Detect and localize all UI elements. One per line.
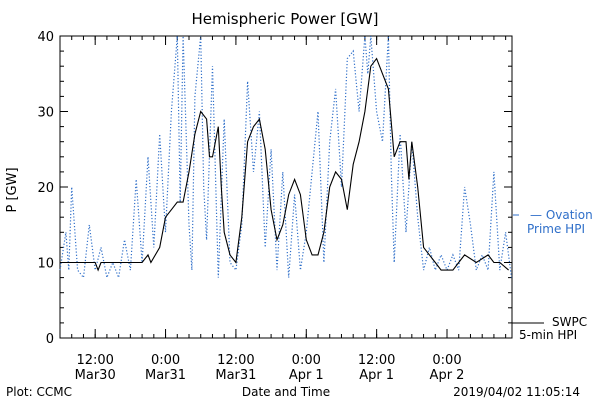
y-axis-label: P [GW] — [5, 167, 20, 212]
x-tick-time-label: 12:00 — [217, 353, 254, 368]
series-layer — [59, 35, 513, 280]
x-tick-time-label: 12:00 — [76, 353, 113, 368]
chart-title: Hemispheric Power [GW] — [192, 10, 379, 28]
y-tick-labels: 0 10 20 30 40 — [37, 30, 54, 347]
legend-ovation-line2: Prime HPI — [527, 222, 585, 236]
plot-frame — [59, 35, 513, 339]
y-tick-label: 0 — [46, 332, 54, 347]
x-tick-time-label: 0:00 — [432, 353, 461, 368]
x-axis-label: Date and Time — [242, 385, 330, 399]
x-tick-date-label: Apr 1 — [359, 368, 394, 383]
x-tick-date-label: Mar31 — [145, 368, 186, 383]
legend-swpc-line2: 5-min HPI — [519, 328, 577, 342]
y-tick-label: 30 — [37, 106, 54, 121]
x-tick-time-label: 12:00 — [358, 353, 395, 368]
x-tick-time-label: 0:00 — [151, 353, 180, 368]
series-line-swpc — [60, 57, 509, 272]
series-line-ovation-prime — [59, 35, 513, 280]
y-tick-label: 10 — [37, 257, 54, 272]
axis-ticks — [59, 35, 512, 339]
legend-swpc-line1: SWPC — [552, 315, 587, 329]
y-tick-label: 20 — [37, 181, 54, 196]
x-tick-date-label: Apr 2 — [430, 368, 465, 383]
x-tick-date-label: Mar30 — [75, 368, 116, 383]
footer-timestamp: 2019/04/02 11:05:14 — [453, 385, 580, 399]
footer-plot-credit: Plot: CCMC — [6, 385, 72, 399]
x-tick-time-label: 0:00 — [292, 353, 321, 368]
y-tick-label: 40 — [37, 30, 54, 45]
x-tick-date-label: Apr 1 — [289, 368, 324, 383]
x-tick-date-label: Mar31 — [215, 368, 256, 383]
legend-ovation-line1: — Ovation — [530, 208, 593, 222]
